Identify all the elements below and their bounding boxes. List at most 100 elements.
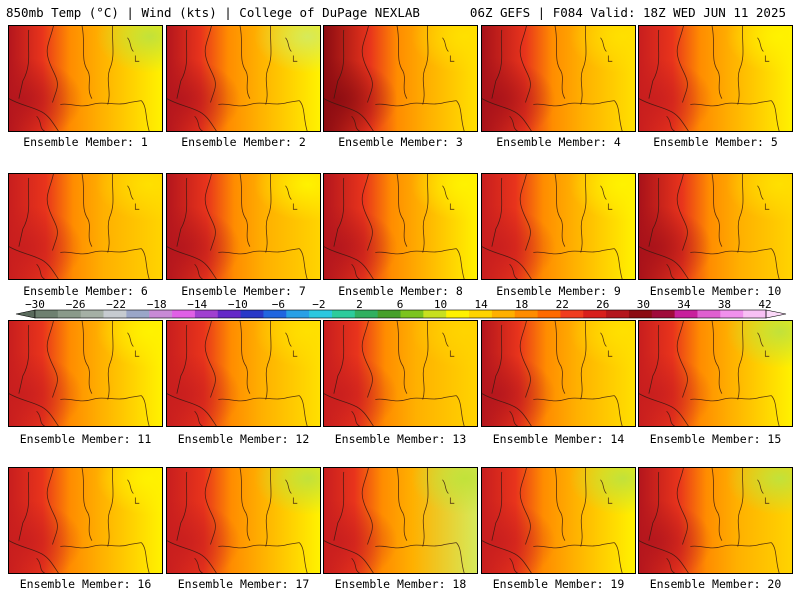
colorbar-tick: 42 (758, 298, 772, 311)
colorbar-swatch (583, 310, 607, 318)
ensemble-map-panel (166, 467, 321, 574)
colorbar-swatch (514, 310, 538, 318)
colorbar-swatch (194, 310, 219, 318)
ensemble-member-label: Ensemble Member: 16 (19, 577, 152, 591)
temperature-field-map (9, 26, 162, 131)
colorbar-tick: −2 (312, 298, 326, 311)
colorbar-swatch (697, 310, 721, 318)
colorbar-swatch (240, 310, 264, 318)
ensemble-member-label: Ensemble Member: 4 (496, 135, 621, 149)
colorbar-swatch (491, 310, 516, 318)
colorbar-tick: 2 (356, 298, 363, 311)
temperature-field-map (324, 26, 477, 131)
ensemble-member-label: Ensemble Member: 14 (492, 432, 625, 446)
colorbar-tick: −14 (187, 298, 208, 311)
ensemble-map-panel (481, 320, 636, 427)
colorbar-tick: 22 (555, 298, 569, 311)
colorbar-swatch (354, 310, 379, 318)
colorbar-swatch (331, 310, 356, 318)
colorbar-tick: 26 (596, 298, 610, 311)
ensemble-map-panel (638, 25, 793, 132)
temperature-field-map (324, 468, 477, 573)
colorbar-tick: −30 (25, 298, 45, 311)
temperature-field-map (639, 321, 792, 426)
ensemble-map-panel (8, 25, 163, 132)
colorbar-swatch (537, 310, 561, 318)
temperature-field-map (9, 174, 162, 279)
temperature-field-map (167, 174, 320, 279)
ensemble-member-label: Ensemble Member: 18 (334, 577, 467, 591)
ensemble-map-panel (323, 173, 478, 280)
temperature-field-map (167, 468, 320, 573)
colorbar-swatch (217, 310, 241, 318)
colorbar-swatch (720, 310, 744, 318)
temperature-field-map (482, 321, 635, 426)
temperature-field-map (482, 174, 635, 279)
ensemble-map-panel (8, 320, 163, 427)
colorbar-right-arrow (765, 309, 787, 319)
colorbar-swatch (674, 310, 698, 318)
colorbar-tick: −6 (271, 298, 285, 311)
colorbar-swatch (103, 310, 127, 318)
colorbar-swatch (423, 310, 447, 318)
temperature-field-map (482, 26, 635, 131)
colorbar-tick: 10 (433, 298, 448, 311)
map-title: 850mb Temp (°C) | Wind (kts) | College o… (6, 5, 420, 20)
ensemble-map-panel (166, 25, 321, 132)
ensemble-map-panel (8, 173, 163, 280)
ensemble-member-label: Ensemble Member: 19 (492, 577, 625, 591)
colorbar-tick: −26 (65, 298, 86, 311)
colorbar-swatch (400, 310, 424, 318)
run-info: 06Z GEFS | F084 Valid: 18Z WED JUN 11 20… (469, 5, 786, 20)
temperature-field-map (482, 468, 635, 573)
colorbar-swatch (172, 310, 196, 318)
ensemble-member-label: Ensemble Member: 1 (23, 135, 148, 149)
temperature-field-map (639, 468, 792, 573)
colorbar-outline (34, 309, 767, 319)
ensemble-member-label: Ensemble Member: 17 (177, 577, 310, 591)
ensemble-member-label: Ensemble Member: 6 (23, 284, 148, 298)
ensemble-map-panel (323, 467, 478, 574)
ensemble-map-panel (481, 173, 636, 280)
colorbar-tick: 38 (717, 298, 732, 311)
colorbar-tick: −18 (146, 298, 167, 311)
ensemble-member-label: Ensemble Member: 15 (649, 432, 782, 446)
colorbar-swatch (651, 310, 676, 318)
colorbar-swatch (560, 310, 584, 318)
colorbar-swatch (263, 310, 287, 318)
ensemble-map-panel (638, 173, 793, 280)
colorbar-tick: 6 (396, 298, 404, 311)
colorbar-swatch (628, 310, 653, 318)
colorbar-swatch (35, 310, 59, 318)
ensemble-member-label: Ensemble Member: 3 (338, 135, 463, 149)
colorbar-tick: −10 (227, 298, 248, 311)
temperature-field-map (639, 26, 792, 131)
ensemble-member-label: Ensemble Member: 10 (649, 284, 782, 298)
colorbar-swatch (377, 310, 401, 318)
colorbar-swatch (80, 310, 104, 318)
ensemble-map-panel (481, 467, 636, 574)
colorbar-tick: −22 (106, 298, 127, 311)
temperature-field-map (324, 174, 477, 279)
ensemble-member-label: Ensemble Member: 12 (177, 432, 310, 446)
ensemble-member-label: Ensemble Member: 8 (338, 284, 463, 298)
colorbar-tick: 34 (677, 298, 691, 311)
temperature-field-map (324, 321, 477, 426)
ensemble-map-panel (638, 467, 793, 574)
temperature-field-map (9, 321, 162, 426)
colorbar-left-arrow (15, 309, 36, 319)
colorbar-swatch (606, 310, 630, 318)
ensemble-map-panel (323, 320, 478, 427)
colorbar-swatch (469, 310, 493, 318)
ensemble-member-label: Ensemble Member: 7 (181, 284, 306, 298)
ensemble-member-label: Ensemble Member: 5 (653, 135, 778, 149)
temperature-colorbar (0, 296, 800, 324)
ensemble-map-panel (638, 320, 793, 427)
colorbar-swatch (286, 310, 310, 318)
ensemble-member-label: Ensemble Member: 11 (19, 432, 152, 446)
ensemble-map-panel (166, 173, 321, 280)
ensemble-map-panel (323, 25, 478, 132)
ensemble-member-label: Ensemble Member: 20 (649, 577, 782, 591)
colorbar-swatch (743, 310, 767, 318)
colorbar-swatch (57, 310, 82, 318)
